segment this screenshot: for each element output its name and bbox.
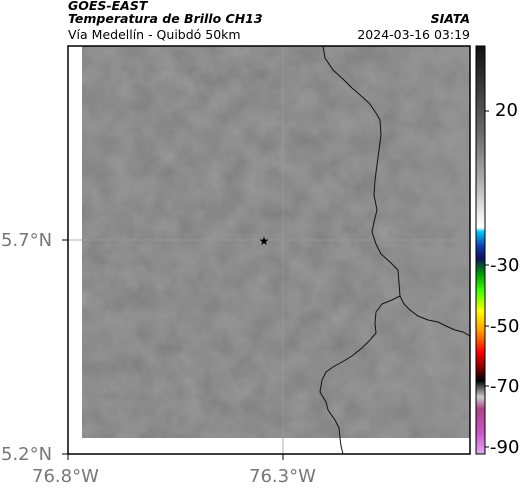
colorbar-label-minus-30: -30 bbox=[490, 255, 520, 276]
organization-label: SIATA bbox=[430, 11, 470, 26]
raster-highlight-band bbox=[340, 46, 470, 438]
colorbar-gradient bbox=[475, 45, 486, 455]
colorbar bbox=[475, 45, 489, 455]
plot-frame bbox=[67, 45, 471, 455]
lat-label-5-7: 5.7°N bbox=[1, 230, 53, 251]
border-line-east bbox=[322, 45, 471, 337]
colorbar-label-minus-70: -70 bbox=[490, 376, 520, 397]
lat-label-5-2: 5.2°N bbox=[1, 444, 53, 465]
colorbar-label-minus-90: -90 bbox=[490, 437, 520, 458]
lon-label-76-8: 76.8°W bbox=[32, 466, 99, 487]
colorbar-label-minus-50: -50 bbox=[490, 316, 520, 337]
border-line-southwest bbox=[319, 295, 401, 455]
product-title: Temperatura de Brillo CH13 bbox=[68, 11, 263, 26]
colorbar-label-20: 20 bbox=[495, 100, 518, 121]
satellite-title: GOES-EAST bbox=[68, 0, 148, 13]
datetime-label: 2024-03-16 03:19 bbox=[357, 27, 470, 42]
star-marker: ★ bbox=[259, 234, 270, 248]
lon-label-76-3: 76.3°W bbox=[249, 466, 316, 487]
region-label: Vía Medellín - Quibdó 50km bbox=[68, 27, 241, 42]
